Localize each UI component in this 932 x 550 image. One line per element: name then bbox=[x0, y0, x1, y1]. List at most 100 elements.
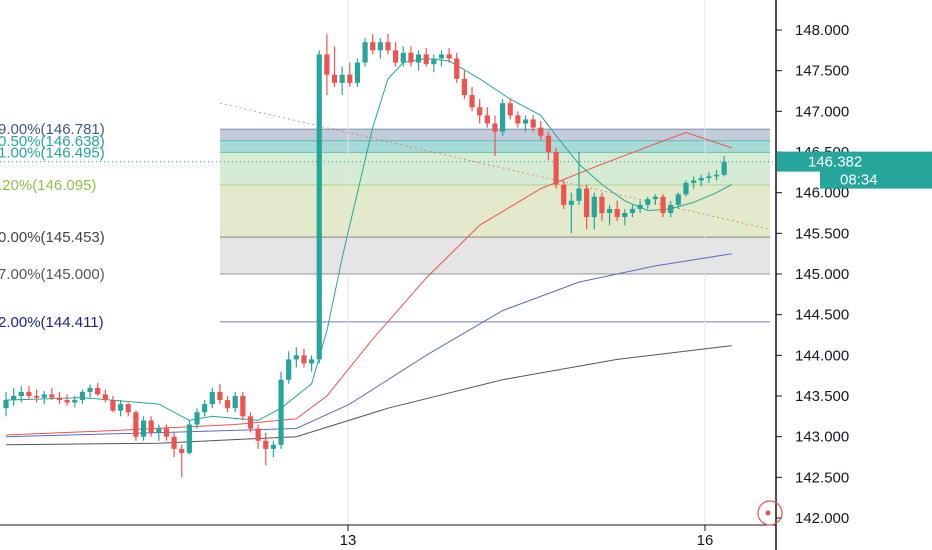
candlesticks bbox=[3, 34, 727, 478]
time-tick-label: 13 bbox=[340, 532, 357, 549]
price-tick-label: 143.000 bbox=[795, 429, 849, 446]
candle-body bbox=[293, 355, 299, 360]
candle-body bbox=[477, 107, 483, 116]
countdown-label: 08:34 bbox=[840, 172, 878, 189]
candle-body bbox=[622, 213, 628, 218]
candle-body bbox=[599, 196, 605, 213]
price-tick-label: 142.000 bbox=[795, 510, 849, 527]
candle-body bbox=[469, 95, 475, 108]
candle-body bbox=[584, 188, 590, 218]
price-tick-label: 145.500 bbox=[795, 225, 849, 242]
candle-body bbox=[255, 428, 261, 441]
candle-body bbox=[347, 74, 353, 83]
candle-body bbox=[652, 196, 658, 200]
price-tick-label: 144.000 bbox=[795, 347, 849, 364]
candle-body bbox=[660, 196, 666, 213]
candle-body bbox=[110, 400, 116, 411]
candle-body bbox=[561, 184, 567, 205]
fibonacci-labels: 9.00%(146.781)0.50%(146.638)1.00%(146.49… bbox=[0, 121, 105, 331]
fib-level-label: 2.00%(144.411) bbox=[0, 314, 104, 331]
price-tick-label: 144.500 bbox=[795, 307, 849, 324]
candle-body bbox=[629, 208, 636, 213]
price-tick-label: 146.000 bbox=[795, 185, 849, 202]
countdown-badge: 08:34 bbox=[820, 170, 932, 189]
candle-body bbox=[286, 359, 292, 380]
candle-body bbox=[492, 123, 498, 132]
candle-body bbox=[102, 394, 108, 401]
candle-body bbox=[691, 180, 697, 183]
fib-zone bbox=[220, 237, 770, 274]
x-grid bbox=[347, 0, 706, 525]
candle-body bbox=[377, 42, 383, 51]
candle-body bbox=[87, 387, 93, 392]
candle-body bbox=[446, 54, 452, 59]
candle-body bbox=[118, 404, 124, 411]
candle-body bbox=[591, 196, 597, 218]
candle-body bbox=[393, 50, 399, 63]
time-tick-label: 16 bbox=[697, 532, 714, 549]
price-tick-label: 142.500 bbox=[795, 469, 849, 486]
candle-body bbox=[645, 199, 651, 205]
candle-body bbox=[301, 355, 307, 364]
candle-body bbox=[683, 182, 689, 195]
candle-body bbox=[461, 78, 467, 96]
fib-level-label: 0.00%(145.453) bbox=[0, 229, 105, 246]
candle-body bbox=[721, 161, 727, 175]
candle-body bbox=[431, 58, 437, 65]
candle-body bbox=[186, 424, 192, 453]
candle-body bbox=[423, 54, 429, 65]
candle-body bbox=[240, 396, 246, 417]
candle-body bbox=[26, 391, 32, 396]
fibonacci-zones bbox=[220, 128, 770, 323]
candle-body bbox=[309, 359, 315, 364]
candle-body bbox=[370, 42, 376, 51]
candle-body bbox=[56, 397, 63, 401]
candle-body bbox=[515, 115, 521, 124]
candle-body bbox=[568, 200, 574, 205]
time-axis[interactable]: 13 16 bbox=[340, 525, 714, 549]
candle-body bbox=[148, 420, 154, 433]
candle-body bbox=[263, 440, 269, 449]
candle-body bbox=[637, 204, 643, 209]
price-tick-label: 145.000 bbox=[795, 266, 849, 283]
candle-body bbox=[278, 379, 284, 445]
candle-body bbox=[400, 52, 406, 63]
price-tick-label: 147.500 bbox=[795, 63, 849, 80]
moving-average-line bbox=[5, 131, 732, 436]
moving-average-line bbox=[5, 57, 733, 421]
candle-body bbox=[11, 396, 17, 401]
candle-body bbox=[331, 74, 338, 83]
candle-body bbox=[33, 396, 40, 398]
candle-body bbox=[64, 400, 70, 403]
candle-body bbox=[18, 391, 24, 396]
last-price-label: 146.382 bbox=[808, 154, 862, 171]
moving-average-line bbox=[5, 345, 732, 446]
scroll-marker[interactable] bbox=[757, 500, 783, 526]
candle-body bbox=[354, 62, 361, 83]
price-axis-background[interactable] bbox=[776, 0, 932, 550]
candle-body bbox=[202, 404, 208, 413]
fib-level-label: 9.00%(146.781) bbox=[0, 121, 105, 138]
price-tick-label: 143.500 bbox=[795, 388, 849, 405]
candle-body bbox=[606, 208, 613, 213]
candle-body bbox=[41, 394, 47, 398]
candle-body bbox=[179, 448, 185, 453]
candle-body bbox=[140, 420, 147, 437]
candle-body bbox=[408, 52, 414, 63]
candle-body bbox=[668, 204, 674, 213]
candle-body bbox=[270, 444, 276, 449]
candle-body bbox=[675, 194, 681, 205]
candle-body bbox=[247, 416, 254, 429]
candle-body bbox=[49, 394, 55, 398]
candle-body bbox=[324, 54, 330, 75]
candle-body bbox=[224, 400, 231, 409]
candle-body bbox=[362, 42, 368, 63]
candle-body bbox=[3, 400, 9, 409]
candle-body bbox=[194, 412, 200, 425]
candle-body bbox=[316, 54, 322, 360]
fib-zone bbox=[220, 152, 770, 185]
fib-level-label: .20%(146.095) bbox=[0, 177, 96, 194]
candle-body bbox=[72, 400, 78, 403]
candle-body bbox=[614, 208, 620, 218]
